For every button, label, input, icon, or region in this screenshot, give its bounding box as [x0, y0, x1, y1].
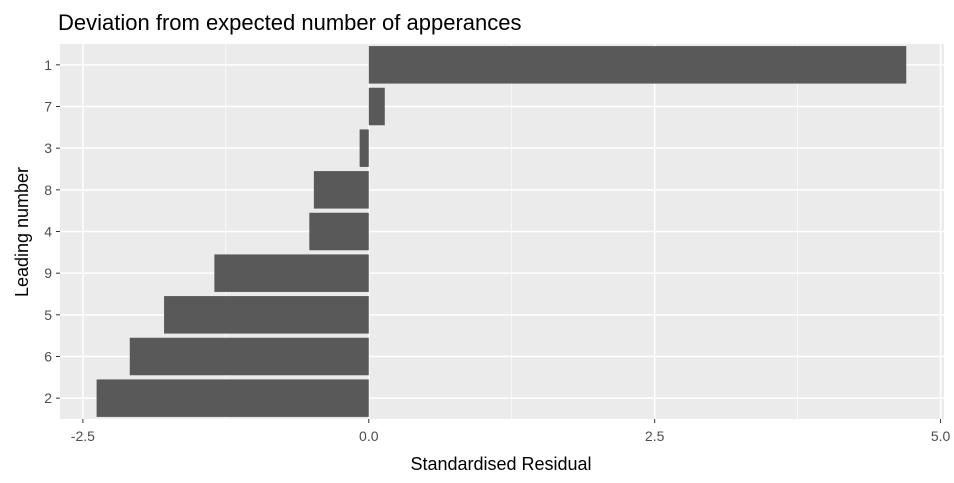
bar-1 [368, 46, 907, 84]
bar-9 [214, 254, 369, 292]
x-tick-label: -2.5 [71, 428, 95, 444]
bar-3 [359, 129, 369, 167]
y-tick-label: 8 [44, 182, 52, 198]
bar-6 [129, 337, 369, 376]
bar-series [96, 46, 907, 417]
chart-title: Deviation from expected number of appera… [58, 10, 521, 35]
x-tick-label: 2.5 [645, 428, 665, 444]
y-tick-label: 6 [44, 349, 52, 365]
x-axis-title: Standardised Residual [410, 454, 591, 474]
y-axis: 1 7 3 8 4 9 5 6 2 [44, 57, 60, 406]
y-axis-title: Leading number [12, 167, 32, 297]
x-axis: -2.5 0.0 2.5 5.0 [71, 419, 951, 444]
bar-2 [96, 379, 369, 417]
y-tick-label: 7 [44, 99, 52, 115]
bar-7 [368, 87, 385, 126]
bar-5 [164, 296, 369, 334]
x-tick-label: 5.0 [931, 428, 951, 444]
y-tick-label: 5 [44, 307, 52, 323]
bar-4 [309, 212, 369, 251]
y-tick-label: 3 [44, 140, 52, 156]
y-tick-label: 4 [44, 224, 52, 240]
y-tick-label: 9 [44, 265, 52, 281]
x-tick-label: 0.0 [359, 428, 379, 444]
y-tick-label: 2 [44, 390, 52, 406]
y-tick-label: 1 [44, 57, 52, 73]
bar-8 [313, 171, 369, 209]
